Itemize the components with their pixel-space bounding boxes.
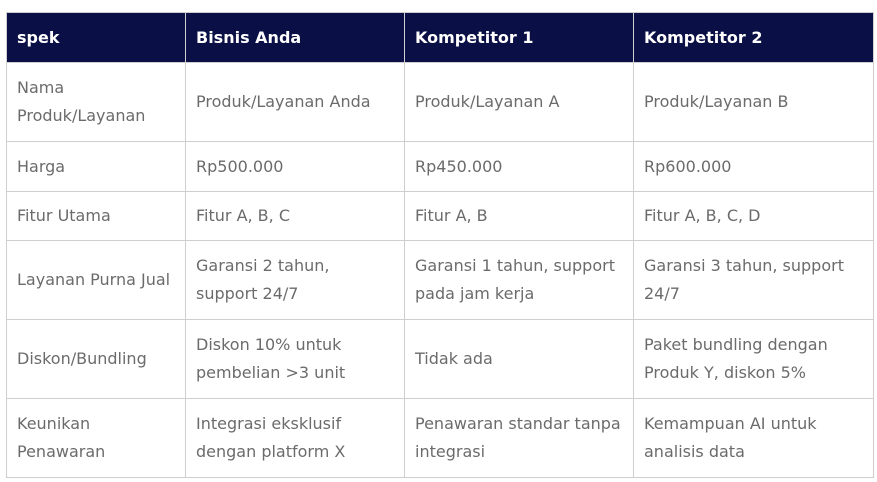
column-header: Kompetitor 2 [633,12,874,63]
row-label: Diskon/Bundling [6,319,186,399]
table-cell: Penawaran standar tanpa integrasi [404,398,634,478]
row-label: Layanan Purna Jual [6,240,186,320]
column-header: spek [6,12,186,63]
row-label: Nama Produk/Layanan [6,62,186,142]
row-label: Keunikan Penawaran [6,398,186,478]
comparison-table: spek Bisnis Anda Kompetitor 1 Kompetitor… [6,12,874,478]
table-cell: Fitur A, B, C [185,191,405,241]
table-cell: Integrasi eksklusif dengan platform X [185,398,405,478]
table-cell: Fitur A, B, C, D [633,191,874,241]
table-cell: Rp450.000 [404,141,634,192]
table-cell: Rp600.000 [633,141,874,192]
header-row: spek Bisnis Anda Kompetitor 1 Kompetitor… [6,12,874,63]
column-header: Kompetitor 1 [404,12,634,63]
table-row: Nama Produk/Layanan Produk/Layanan Anda Pr… [6,62,874,142]
table-row: Keunikan Penawaran Integrasi eksklusif de… [6,398,874,478]
table-cell: Paket bundling dengan Produk Y, diskon 5… [633,319,874,399]
table-cell: Diskon 10% untuk pembelian >3 unit [185,319,405,399]
table-row: Diskon/Bundling Diskon 10% untuk pembelia… [6,319,874,399]
table-cell: Produk/Layanan B [633,62,874,142]
table-cell: Produk/Layanan Anda [185,62,405,142]
table-cell: Garansi 1 tahun, support pada jam kerja [404,240,634,320]
table-cell: Fitur A, B [404,191,634,241]
table-cell: Produk/Layanan A [404,62,634,142]
table-cell: Garansi 2 tahun, support 24/7 [185,240,405,320]
table-row: Harga Rp500.000 Rp450.000 Rp600.000 [6,141,874,192]
table-cell: Kemampuan AI untuk analisis data [633,398,874,478]
table-row: Fitur Utama Fitur A, B, C Fitur A, B Fitur … [6,191,874,241]
row-label: Fitur Utama [6,191,186,241]
table-cell: Tidak ada [404,319,634,399]
table-cell: Rp500.000 [185,141,405,192]
column-header: Bisnis Anda [185,12,405,63]
table-cell: Garansi 3 tahun, support 24/7 [633,240,874,320]
row-label: Harga [6,141,186,192]
table-row: Layanan Purna Jual Garansi 2 tahun, suppo… [6,240,874,320]
